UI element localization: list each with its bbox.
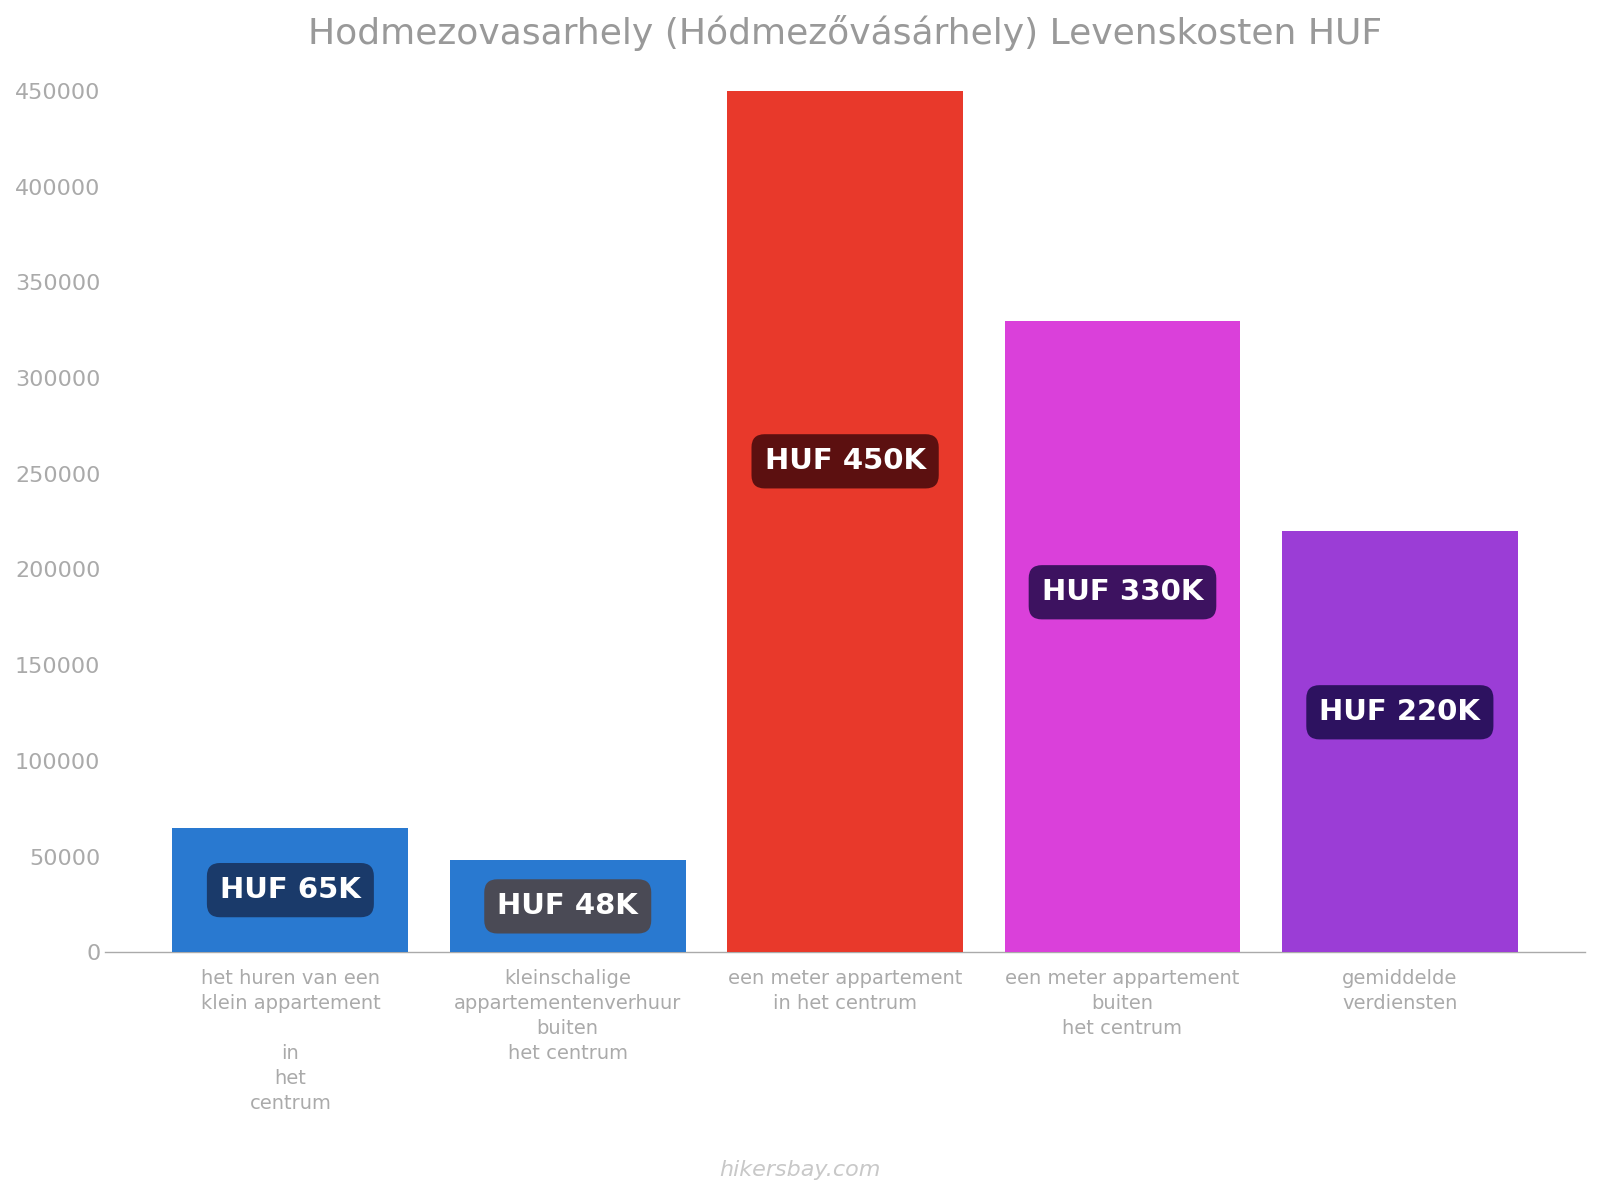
Text: HUF 220K: HUF 220K	[1320, 698, 1480, 726]
Title: Hodmezovasarhely (Hódmezővásárhely) Levenskosten HUF: Hodmezovasarhely (Hódmezővásárhely) Leve…	[309, 14, 1382, 50]
Bar	[728, 91, 963, 953]
Bar	[173, 828, 408, 953]
Text: HUF 48K: HUF 48K	[498, 893, 638, 920]
Text: HUF 65K: HUF 65K	[221, 876, 360, 904]
Bar	[450, 860, 686, 953]
Text: HUF 450K: HUF 450K	[765, 448, 926, 475]
Bar	[1005, 320, 1240, 953]
Bar	[1282, 532, 1518, 953]
Text: hikersbay.com: hikersbay.com	[720, 1160, 880, 1180]
Text: HUF 330K: HUF 330K	[1042, 578, 1203, 606]
